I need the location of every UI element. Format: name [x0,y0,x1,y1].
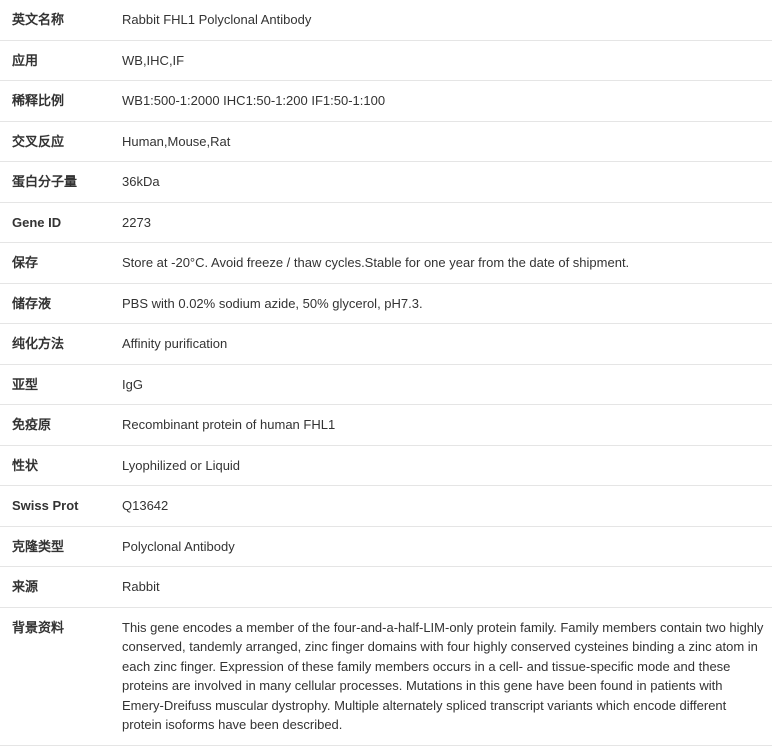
table-row: 交叉反应Human,Mouse,Rat [0,121,772,162]
row-value: This gene encodes a member of the four-a… [110,607,772,745]
row-value: Rabbit FHL1 Polyclonal Antibody [110,0,772,40]
table-row: 英文名称Rabbit FHL1 Polyclonal Antibody [0,0,772,40]
row-value: WB1:500-1:2000 IHC1:50-1:200 IF1:50-1:10… [110,81,772,122]
row-value: Polyclonal Antibody [110,526,772,567]
row-label: 英文名称 [0,0,110,40]
row-label: 背景资料 [0,607,110,745]
table-row: 亚型IgG [0,364,772,405]
row-value: Store at -20°C. Avoid freeze / thaw cycl… [110,243,772,284]
spec-table: 英文名称Rabbit FHL1 Polyclonal Antibody应用WB,… [0,0,772,746]
table-row: Gene ID2273 [0,202,772,243]
row-label: 保存 [0,243,110,284]
table-row: 应用WB,IHC,IF [0,40,772,81]
table-row: 来源Rabbit [0,567,772,608]
row-value: 36kDa [110,162,772,203]
row-value: Recombinant protein of human FHL1 [110,405,772,446]
row-value: WB,IHC,IF [110,40,772,81]
row-label: 储存液 [0,283,110,324]
row-label: 性状 [0,445,110,486]
row-value: Rabbit [110,567,772,608]
table-row: 储存液PBS with 0.02% sodium azide, 50% glyc… [0,283,772,324]
row-label: 克隆类型 [0,526,110,567]
row-label: 亚型 [0,364,110,405]
row-label: 交叉反应 [0,121,110,162]
table-row: 保存Store at -20°C. Avoid freeze / thaw cy… [0,243,772,284]
row-label: 纯化方法 [0,324,110,365]
table-row: 背景资料This gene encodes a member of the fo… [0,607,772,745]
row-value: 2273 [110,202,772,243]
table-row: 蛋白分子量36kDa [0,162,772,203]
table-row: 免疫原Recombinant protein of human FHL1 [0,405,772,446]
row-value: Affinity purification [110,324,772,365]
table-row: Swiss ProtQ13642 [0,486,772,527]
spec-table-body: 英文名称Rabbit FHL1 Polyclonal Antibody应用WB,… [0,0,772,745]
row-label: 蛋白分子量 [0,162,110,203]
table-row: 性状Lyophilized or Liquid [0,445,772,486]
row-value: Q13642 [110,486,772,527]
row-label: Gene ID [0,202,110,243]
table-row: 稀释比例WB1:500-1:2000 IHC1:50-1:200 IF1:50-… [0,81,772,122]
row-value: Human,Mouse,Rat [110,121,772,162]
row-label: Swiss Prot [0,486,110,527]
row-label: 应用 [0,40,110,81]
row-value: Lyophilized or Liquid [110,445,772,486]
row-value: PBS with 0.02% sodium azide, 50% glycero… [110,283,772,324]
row-label: 来源 [0,567,110,608]
row-label: 稀释比例 [0,81,110,122]
row-value: IgG [110,364,772,405]
table-row: 克隆类型Polyclonal Antibody [0,526,772,567]
row-label: 免疫原 [0,405,110,446]
table-row: 纯化方法Affinity purification [0,324,772,365]
